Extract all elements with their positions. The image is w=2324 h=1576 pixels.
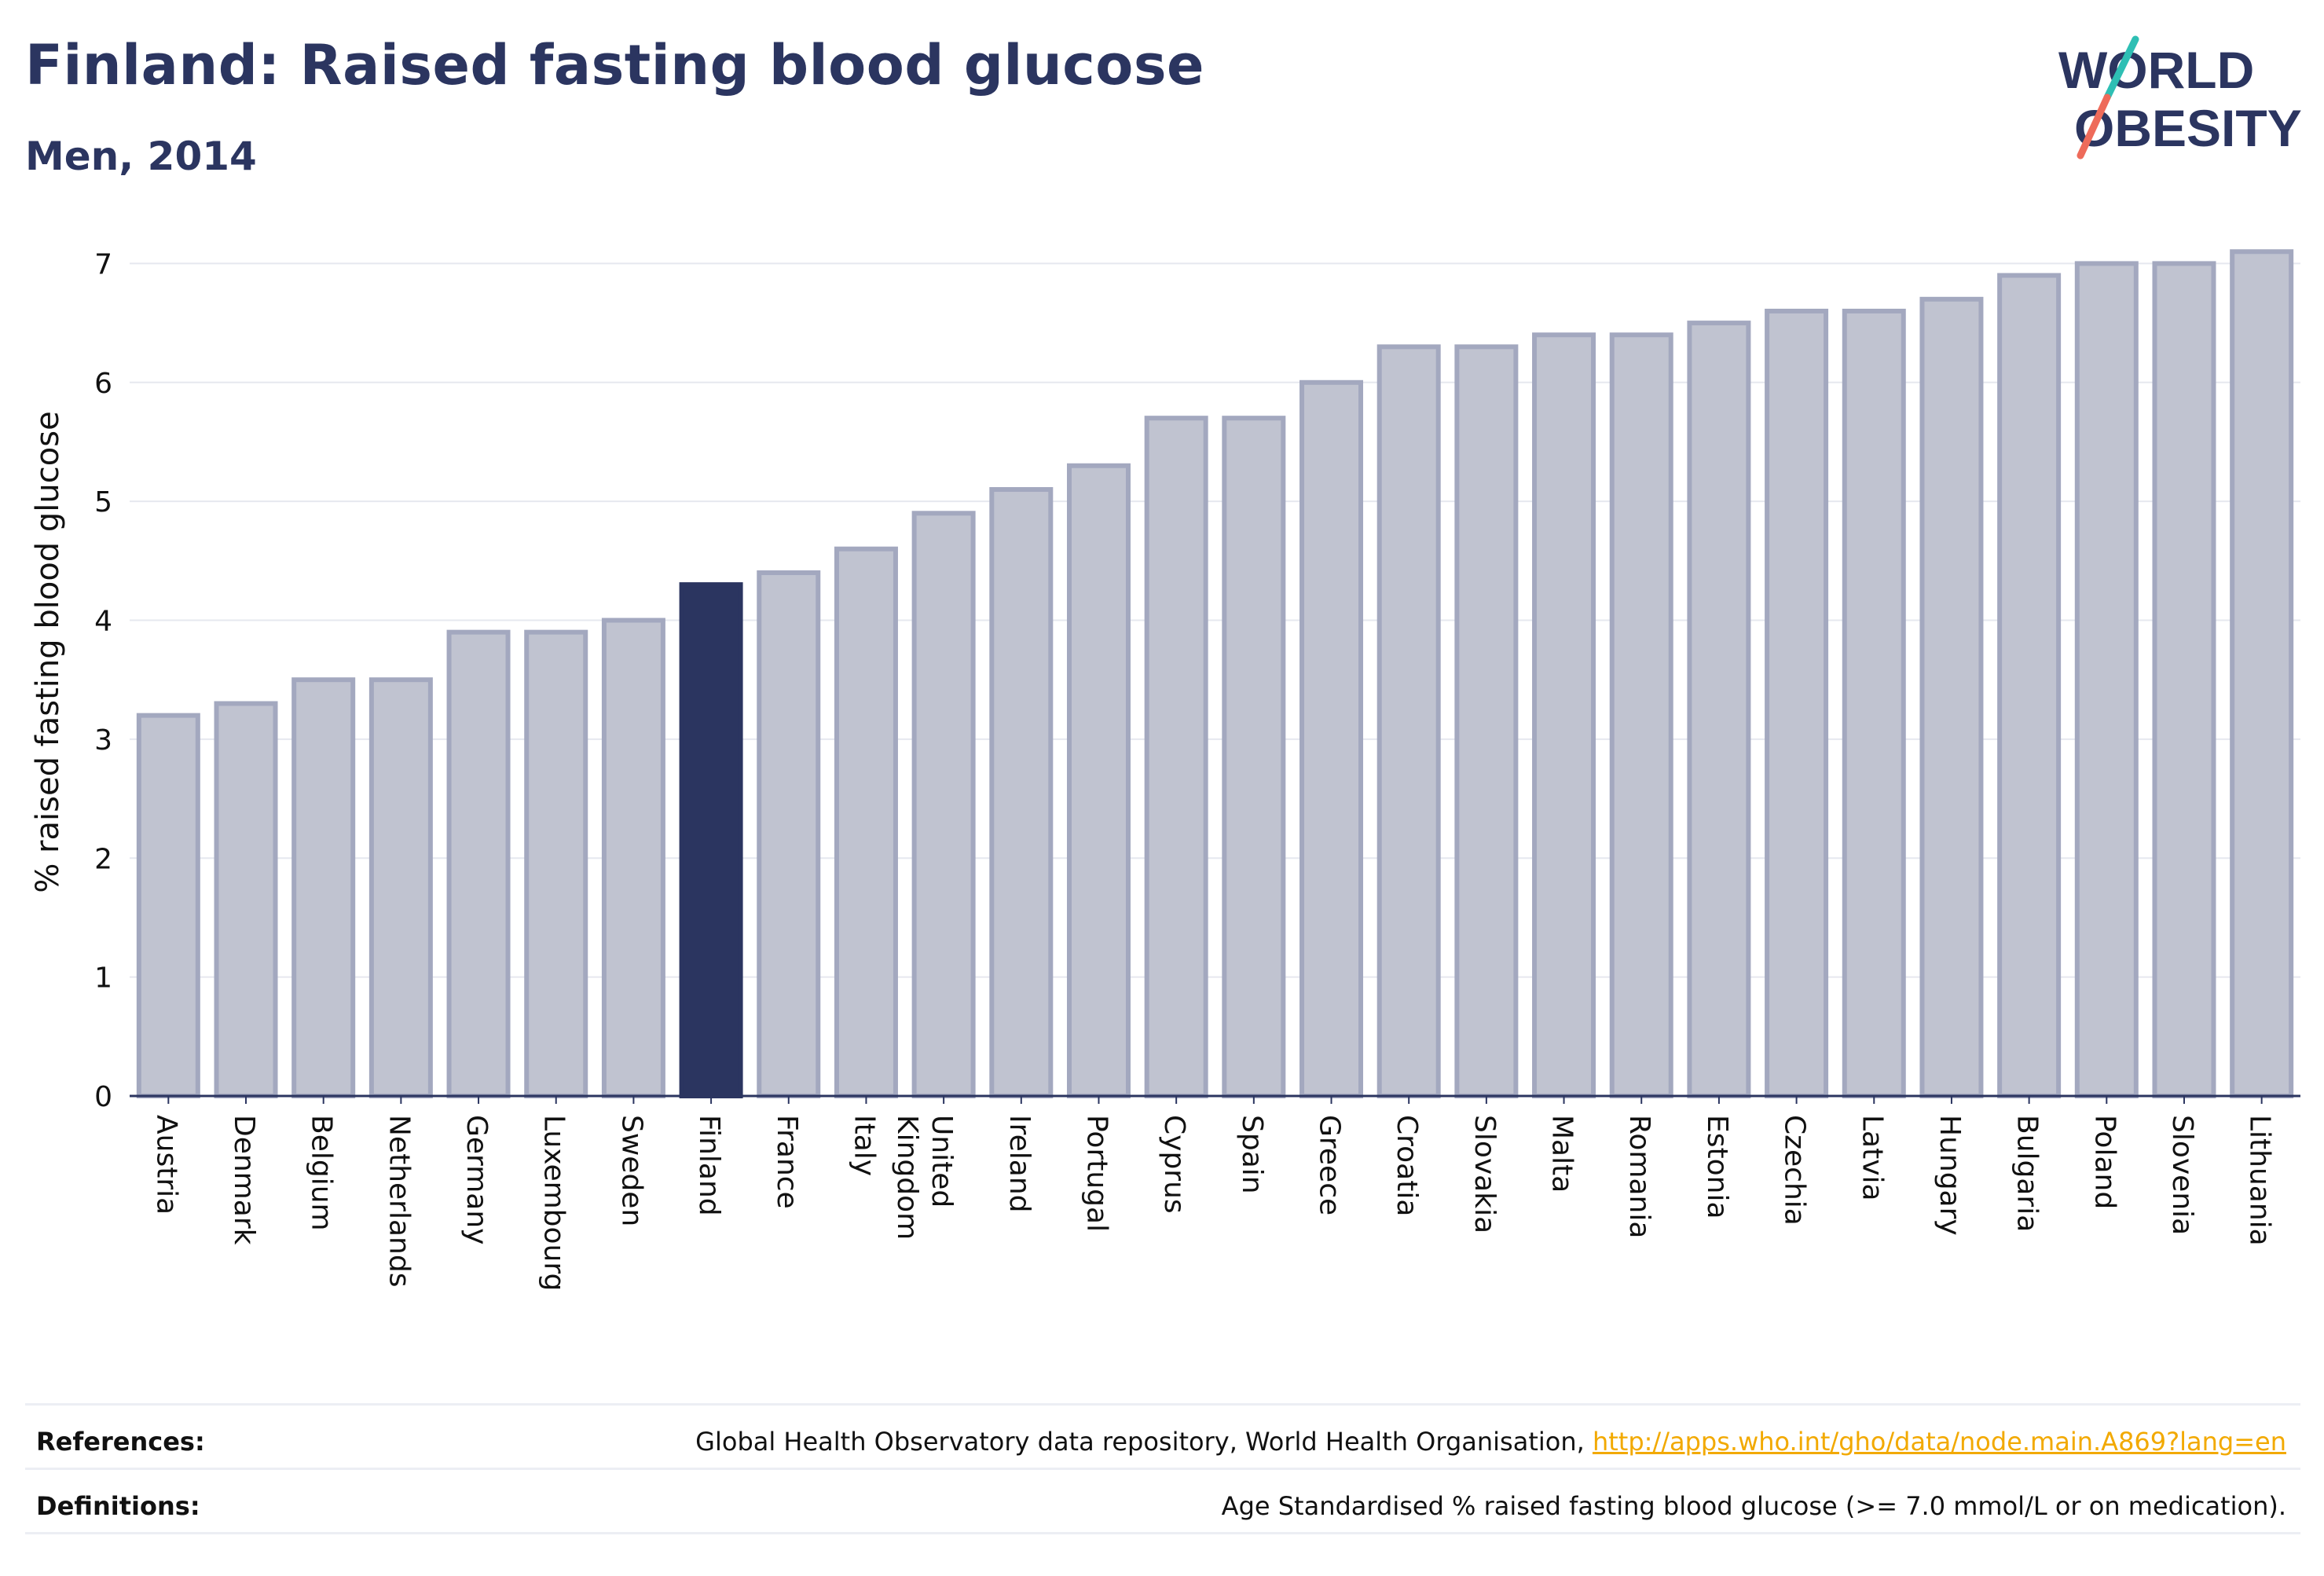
x-tick-label: Croatia <box>1391 1115 1423 1216</box>
x-tick-label: France <box>771 1115 803 1209</box>
y-tick-label: 0 <box>94 1081 112 1113</box>
x-tick-label: Greece <box>1314 1115 1346 1215</box>
y-tick-label: 3 <box>94 724 112 757</box>
bar-romania[interactable] <box>1609 332 1673 1099</box>
y-axis-label: % raised fasting blood glucose <box>30 411 66 892</box>
bar-slovenia[interactable] <box>2152 261 2216 1098</box>
x-tick-label: Slovenia <box>2166 1115 2198 1235</box>
x-tick-label: Poland <box>2088 1115 2121 1209</box>
bars <box>136 249 2294 1099</box>
bar-latvia[interactable] <box>1842 308 1906 1098</box>
x-tick-label: Luxembourg <box>538 1115 570 1291</box>
x-tick-label: Hungary <box>1934 1115 1966 1236</box>
bar-united-kingdom[interactable] <box>911 511 976 1098</box>
bar-ireland[interactable] <box>989 487 1054 1098</box>
definitions-label: Definitions: <box>36 1491 200 1521</box>
x-tick-label: Austria <box>150 1115 182 1215</box>
bar-luxembourg[interactable] <box>524 629 588 1098</box>
bar-bulgaria[interactable] <box>1997 273 2062 1098</box>
y-tick-label: 5 <box>94 486 112 519</box>
x-tick-label: Latvia <box>1856 1115 1888 1201</box>
bar-france[interactable] <box>757 570 821 1098</box>
bar-sweden[interactable] <box>601 618 665 1098</box>
x-tick-label: Estonia <box>1701 1115 1733 1219</box>
definitions-text: Age Standardised % raised fasting blood … <box>1221 1491 2286 1521</box>
references-source: Global Health Observatory data repositor… <box>695 1427 1593 1457</box>
bar-chart: 0 1 2 3 4 5 6 7 Austria Denmark Belgium Netherlands… <box>30 248 2300 1291</box>
references-label: References: <box>36 1427 205 1457</box>
world-obesity-logo: WORLD OBESITY <box>2058 35 2302 159</box>
x-tick-label: Sweden <box>615 1115 647 1226</box>
references-link[interactable]: http://apps.who.int/gho/data/node.main.A… <box>1592 1427 2286 1457</box>
x-tick-label: Czechia <box>1779 1115 1811 1226</box>
bar-hungary[interactable] <box>1919 296 1984 1099</box>
x-tick-label: Italy <box>848 1115 880 1176</box>
bar-austria[interactable] <box>136 713 200 1099</box>
logo-slash-teal <box>2103 35 2139 101</box>
y-tick-label: 4 <box>94 606 112 638</box>
bar-czechia[interactable] <box>1765 308 1829 1098</box>
bar-estonia[interactable] <box>1687 321 1751 1098</box>
chart-title: Finland: Raised fasting blood glucose <box>25 33 1204 97</box>
footer-divider-mid <box>25 1468 2300 1470</box>
x-tick-label: Ireland <box>1003 1115 1036 1213</box>
y-tick-label: 1 <box>94 962 112 995</box>
bar-greece[interactable] <box>1299 379 1364 1098</box>
x-tick-label: Portugal <box>1080 1115 1113 1232</box>
bar-finland[interactable] <box>679 582 743 1098</box>
x-tick-label: UnitedKingdom <box>891 1115 958 1240</box>
bar-spain[interactable] <box>1222 416 1286 1098</box>
axes: 0 1 2 3 4 5 6 7 Austria Denmark Belgium Netherlands… <box>94 248 2300 1291</box>
x-tick-label: Bulgaria <box>2011 1115 2044 1232</box>
definitions-row: Definitions: Age Standardised % raised f… <box>25 1477 2286 1532</box>
x-tick-label: Spain <box>1236 1115 1268 1194</box>
bar-poland[interactable] <box>2074 261 2139 1098</box>
footer-divider-bottom <box>25 1532 2300 1534</box>
y-tick-label: 7 <box>94 248 112 280</box>
bar-malta[interactable] <box>1532 332 1596 1099</box>
x-tick-label: Slovakia <box>1468 1115 1501 1233</box>
logo-line2: OBESITY <box>2074 99 2302 157</box>
y-tick-label: 6 <box>94 368 112 400</box>
x-tick-label: Romania <box>1623 1115 1655 1238</box>
bar-italy[interactable] <box>834 546 898 1098</box>
bar-netherlands[interactable] <box>368 677 433 1098</box>
x-tick-label: Cyprus <box>1158 1115 1190 1214</box>
references-row: References: Global Health Observatory da… <box>25 1413 2286 1468</box>
bar-portugal[interactable] <box>1066 463 1131 1098</box>
bar-cyprus[interactable] <box>1144 416 1208 1098</box>
logo-line1: WORLD <box>2058 41 2254 99</box>
y-tick-label: 2 <box>94 843 112 875</box>
x-tick-label: Denmark <box>228 1115 260 1245</box>
x-tick-label: Belgium <box>306 1115 338 1231</box>
x-tick-label: Malta <box>1546 1115 1578 1193</box>
bar-germany[interactable] <box>446 629 511 1098</box>
x-tick-label: Germany <box>460 1115 493 1244</box>
bar-lithuania[interactable] <box>2230 249 2294 1099</box>
references-text: Global Health Observatory data repositor… <box>695 1427 2286 1457</box>
logo-slash-coral <box>2077 93 2111 159</box>
bar-denmark[interactable] <box>214 701 278 1098</box>
x-tick-label: Lithuania <box>2244 1115 2276 1246</box>
chart-subtitle: Men, 2014 <box>25 134 257 179</box>
x-tick-label: Finland <box>693 1115 725 1216</box>
bar-belgium[interactable] <box>291 677 356 1098</box>
footer-divider-top <box>25 1403 2300 1406</box>
bar-croatia[interactable] <box>1376 344 1441 1098</box>
x-tick-label: Netherlands <box>383 1115 415 1287</box>
bar-slovakia[interactable] <box>1454 344 1519 1098</box>
